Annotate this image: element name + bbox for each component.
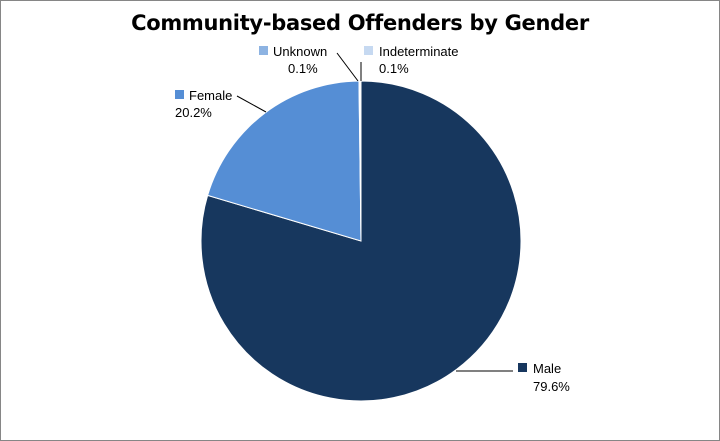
slice-label-indeterminate: Indeterminate [379,44,459,59]
chart-title: Community-based Offenders by Gender [131,11,589,35]
slice-label-male: Male [533,361,561,376]
leader-line-unknown [336,52,359,82]
slice-value-unknown: 0.1% [288,61,318,76]
slice-label-unknown: Unknown [273,44,327,59]
label-swatch-unknown [259,46,268,55]
label-swatch-female [175,90,184,99]
label-swatch-male [518,363,527,372]
slice-value-indeterminate: 0.1% [379,61,409,76]
slice-label-female: Female [189,88,232,103]
leader-line-female [236,95,267,113]
label-swatch-indeterminate [364,46,373,55]
slice-value-male: 79.6% [533,379,570,394]
pie-slice-female [207,80,362,242]
slice-value-female: 20.2% [175,105,212,120]
